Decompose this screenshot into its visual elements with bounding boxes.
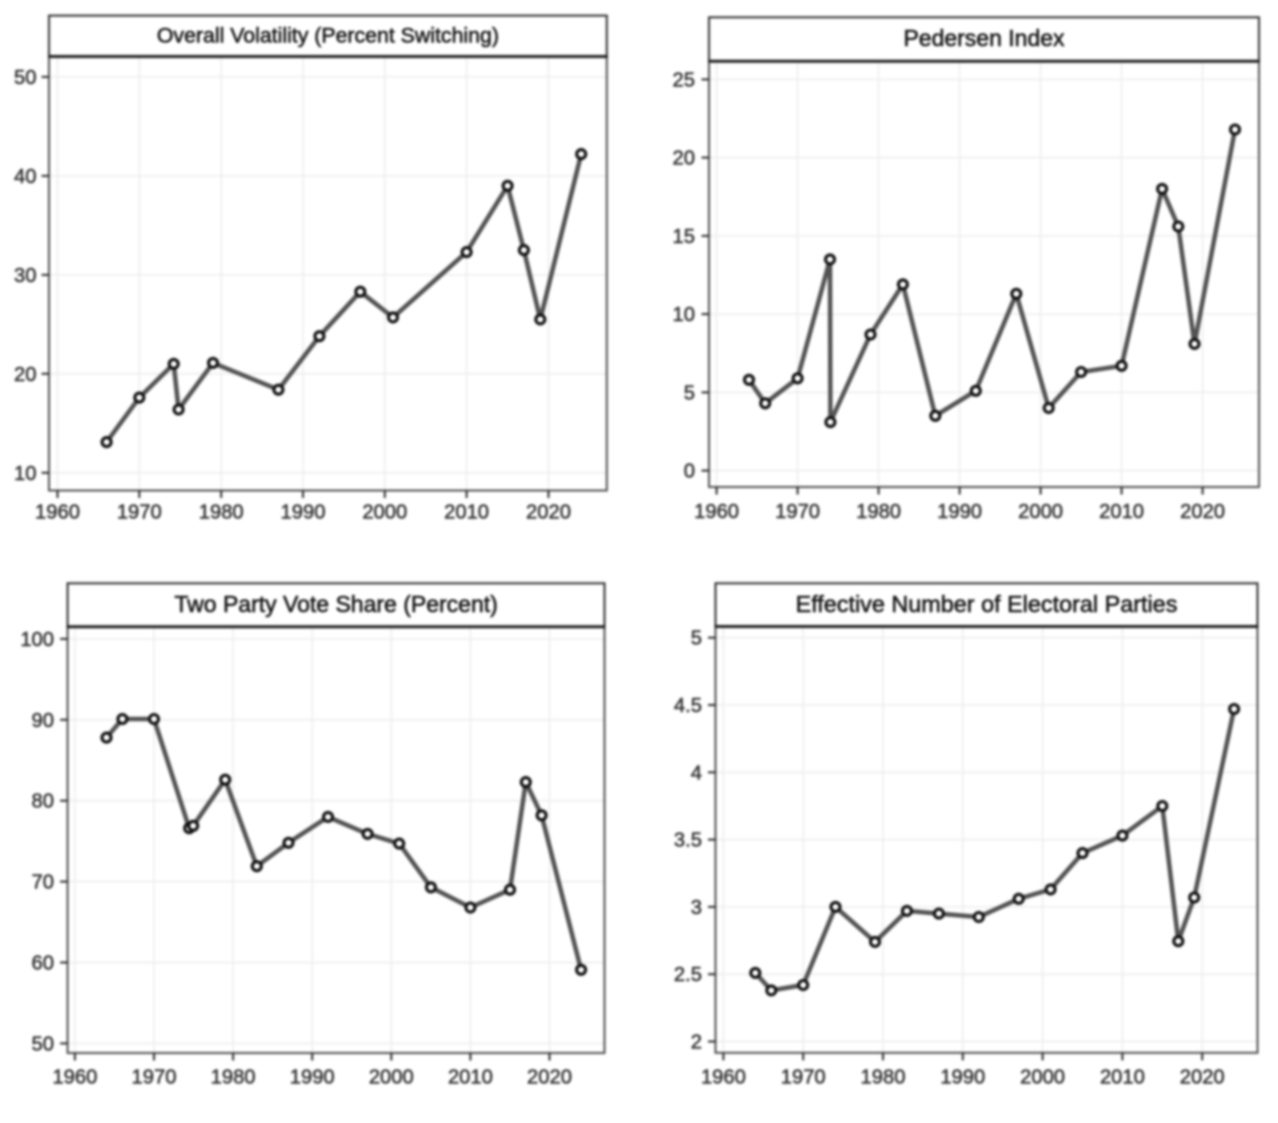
svg-text:1960: 1960 bbox=[35, 502, 80, 524]
svg-text:1960: 1960 bbox=[52, 1067, 97, 1089]
svg-text:50: 50 bbox=[14, 67, 36, 89]
svg-text:1970: 1970 bbox=[775, 501, 820, 523]
svg-text:1980: 1980 bbox=[861, 1067, 906, 1089]
svg-text:80: 80 bbox=[32, 791, 54, 813]
svg-text:1990: 1990 bbox=[940, 1067, 985, 1089]
svg-text:4.5: 4.5 bbox=[674, 695, 702, 717]
svg-text:1980: 1980 bbox=[856, 501, 901, 523]
svg-text:Overall Volatility (Percent Sw: Overall Volatility (Percent Switching) bbox=[157, 23, 499, 47]
svg-text:2: 2 bbox=[691, 1032, 702, 1054]
svg-text:5: 5 bbox=[684, 382, 695, 404]
svg-text:2.5: 2.5 bbox=[674, 964, 702, 986]
svg-text:2020: 2020 bbox=[1180, 501, 1225, 523]
svg-text:2020: 2020 bbox=[527, 1067, 572, 1089]
svg-text:2010: 2010 bbox=[1100, 1067, 1145, 1089]
svg-text:Effective Number of Electoral: Effective Number of Electoral Parties bbox=[796, 591, 1178, 617]
svg-text:1980: 1980 bbox=[211, 1067, 256, 1089]
svg-text:2000: 2000 bbox=[362, 502, 407, 524]
svg-text:60: 60 bbox=[32, 953, 54, 975]
svg-text:0: 0 bbox=[684, 461, 695, 483]
svg-text:2000: 2000 bbox=[1018, 501, 1063, 523]
svg-text:25: 25 bbox=[673, 69, 695, 91]
svg-text:Two Party Vote Share (Percent): Two Party Vote Share (Percent) bbox=[174, 591, 497, 617]
svg-text:2000: 2000 bbox=[369, 1067, 414, 1089]
svg-text:50: 50 bbox=[32, 1033, 54, 1055]
svg-text:1970: 1970 bbox=[132, 1067, 177, 1089]
svg-text:2000: 2000 bbox=[1020, 1067, 1065, 1089]
svg-text:30: 30 bbox=[14, 265, 36, 287]
svg-text:3: 3 bbox=[691, 897, 702, 919]
svg-text:20: 20 bbox=[673, 148, 695, 170]
svg-text:4: 4 bbox=[691, 762, 702, 784]
svg-text:40: 40 bbox=[14, 166, 36, 188]
svg-text:3.5: 3.5 bbox=[674, 830, 702, 852]
svg-text:2010: 2010 bbox=[444, 502, 489, 524]
svg-text:1990: 1990 bbox=[281, 502, 326, 524]
svg-text:1970: 1970 bbox=[781, 1067, 826, 1089]
svg-text:5: 5 bbox=[691, 628, 702, 650]
svg-text:100: 100 bbox=[20, 629, 54, 651]
svg-text:1960: 1960 bbox=[701, 1067, 746, 1089]
svg-text:90: 90 bbox=[32, 710, 54, 732]
svg-text:70: 70 bbox=[32, 872, 54, 894]
svg-text:2020: 2020 bbox=[526, 502, 571, 524]
svg-text:1970: 1970 bbox=[117, 502, 162, 524]
svg-text:15: 15 bbox=[673, 226, 695, 248]
svg-text:1960: 1960 bbox=[694, 501, 739, 523]
svg-text:10: 10 bbox=[14, 463, 36, 485]
svg-text:20: 20 bbox=[14, 364, 36, 386]
svg-text:2010: 2010 bbox=[1099, 501, 1144, 523]
svg-text:2010: 2010 bbox=[448, 1067, 493, 1089]
svg-text:2020: 2020 bbox=[1180, 1067, 1225, 1089]
svg-text:1990: 1990 bbox=[290, 1067, 335, 1089]
svg-text:Pedersen Index: Pedersen Index bbox=[903, 25, 1065, 51]
svg-text:10: 10 bbox=[673, 304, 695, 326]
svg-text:1980: 1980 bbox=[199, 502, 244, 524]
svg-text:1990: 1990 bbox=[937, 501, 982, 523]
